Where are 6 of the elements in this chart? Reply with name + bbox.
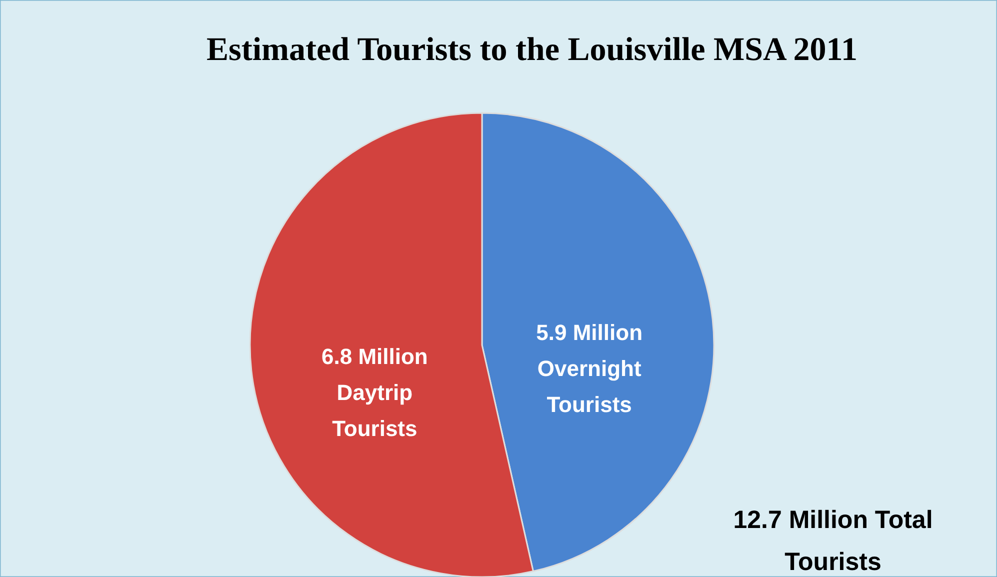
data-label: 6.8 Million: [321, 344, 428, 369]
slice-label: Daytrip Tourists: [332, 380, 418, 441]
text: 12.7 Million Total Tourists: [733, 506, 933, 576]
slice-label: Overnight Tourists: [537, 356, 642, 418]
data-label: 5.9 Million: [536, 320, 643, 346]
chart-title: Estimated Tourists to the Louisville MSA 2011: [206, 32, 858, 68]
